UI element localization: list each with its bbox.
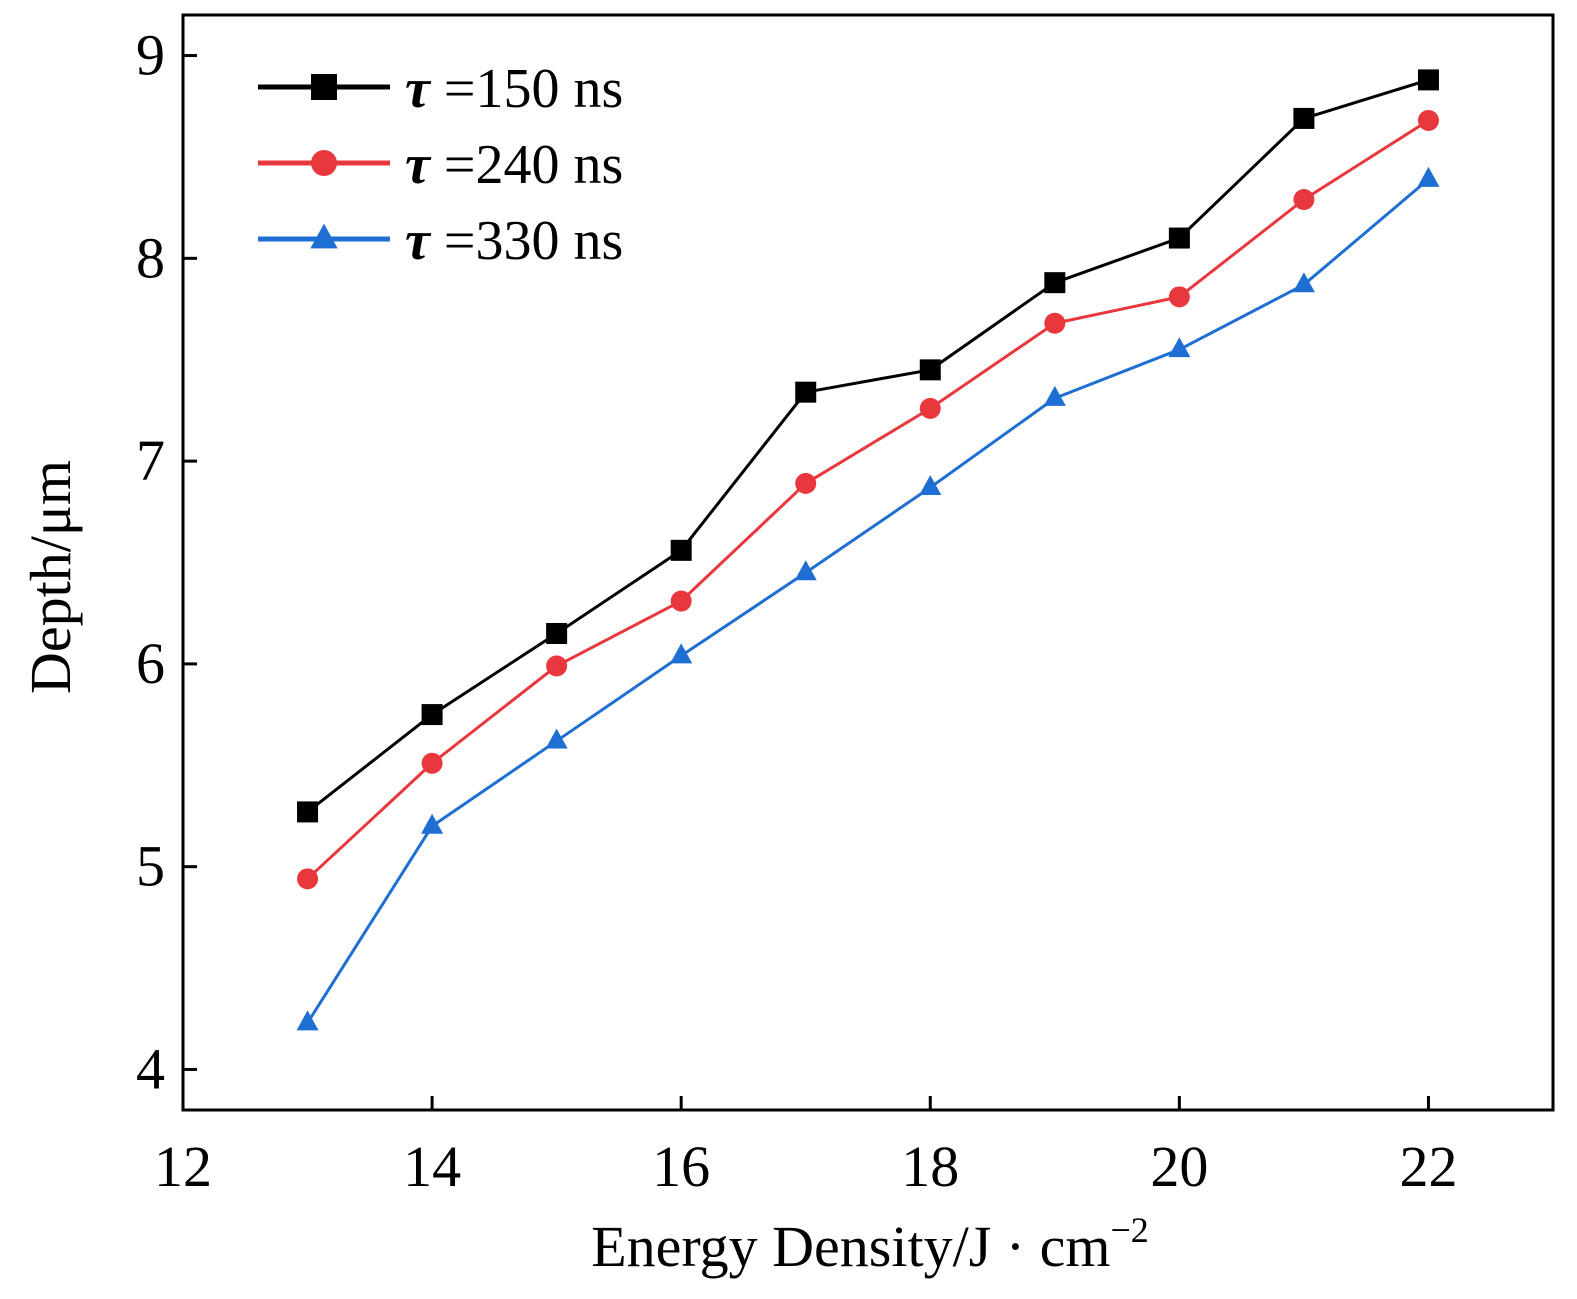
data-point	[1293, 107, 1315, 129]
plot-frame	[181, 13, 1555, 1112]
data-point	[421, 752, 443, 774]
data-point	[297, 868, 319, 890]
legend-tau-symbol: τ	[405, 58, 432, 120]
legend-item: τ =240 ns	[258, 134, 623, 196]
series-2	[297, 109, 1439, 890]
data-point	[546, 622, 568, 644]
legend-label: τ =240 ns	[405, 134, 623, 196]
legend-marker	[310, 223, 338, 249]
y-tick-label: 4	[136, 1036, 165, 1101]
x-tick-label: 12	[154, 1134, 212, 1199]
legend-label: τ =330 ns	[405, 210, 623, 272]
x-axis-title: Energy Density/J · cm−2	[591, 1210, 1149, 1279]
data-point	[1168, 286, 1190, 308]
y-axis-title: Depth/μm	[18, 460, 83, 694]
x-axis-ticks: 12 14 16 18 20 22	[154, 1096, 1457, 1199]
series-layer	[296, 69, 1440, 1031]
data-point	[670, 539, 692, 561]
data-point	[421, 813, 444, 834]
data-point	[919, 475, 942, 496]
data-point	[1417, 69, 1439, 91]
data-point	[919, 397, 941, 419]
legend-marker	[311, 74, 337, 100]
data-point	[296, 1010, 319, 1031]
series-3	[296, 166, 1440, 1031]
legend-tau-symbol: τ	[405, 134, 432, 196]
x-tick-label: 20	[1150, 1134, 1208, 1199]
data-point	[421, 704, 443, 726]
data-point	[545, 728, 568, 749]
series-line	[306, 78, 1429, 814]
data-point	[1417, 166, 1440, 187]
data-point	[919, 359, 941, 381]
data-point	[1168, 337, 1191, 358]
x-tick-label: 14	[403, 1134, 461, 1199]
legend-label-text: =240 ns	[430, 134, 623, 196]
legend-item: τ =330 ns	[258, 210, 623, 272]
legend-marker	[311, 150, 337, 176]
data-point	[795, 381, 817, 403]
legend: τ =150 nsτ =240 nsτ =330 ns	[258, 58, 623, 272]
data-point	[1043, 385, 1066, 406]
data-point	[1293, 189, 1315, 211]
series-1	[297, 69, 1439, 823]
data-point	[670, 590, 692, 612]
data-point	[795, 472, 817, 494]
data-point	[1168, 227, 1190, 249]
legend-label: τ =150 ns	[405, 58, 623, 120]
x-axis-title-text: Energy Density/J · cm	[591, 1214, 1110, 1279]
y-tick-label: 5	[136, 834, 165, 899]
x-tick-label: 18	[901, 1134, 959, 1199]
y-tick-label: 6	[136, 631, 165, 696]
y-tick-label: 8	[136, 225, 165, 290]
x-tick-label: 16	[652, 1134, 710, 1199]
series-line	[306, 119, 1430, 880]
y-tick-label: 9	[136, 23, 165, 88]
data-point	[546, 655, 568, 677]
x-tick-label: 22	[1399, 1134, 1457, 1199]
data-point	[1044, 312, 1066, 334]
legend-item: τ =150 ns	[258, 58, 623, 120]
data-point	[794, 560, 817, 581]
legend-label-text: =330 ns	[430, 210, 623, 272]
y-tick-label: 7	[136, 428, 165, 493]
y-axis-ticks: 4 5 6 7 8 9	[136, 23, 197, 1101]
data-point	[1044, 272, 1066, 294]
data-point	[1292, 272, 1315, 293]
data-point	[297, 801, 319, 823]
data-point	[670, 643, 693, 664]
series-line	[306, 178, 1430, 1024]
x-axis-title-superscript: −2	[1110, 1210, 1148, 1250]
legend-label-text: =150 ns	[430, 58, 623, 120]
data-point	[1417, 109, 1439, 131]
legend-tau-symbol: τ	[405, 210, 432, 272]
